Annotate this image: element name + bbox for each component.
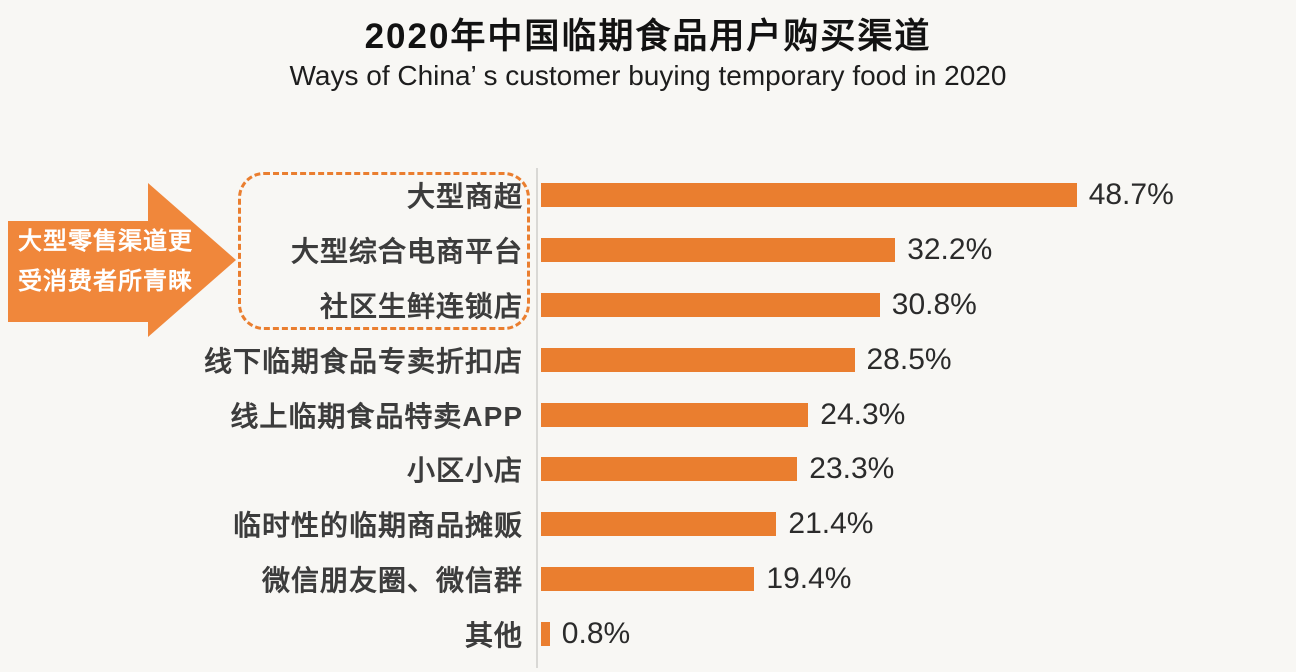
value-label: 23.3% [809,452,895,486]
bar [541,512,777,537]
bar [541,621,550,646]
bar-row: 社区生鲜连锁店 30.8% [0,278,1296,333]
bar [541,238,896,263]
arrow-label: 大型零售渠道更 受消费者所青睐 [18,222,214,302]
arrow-label-line1: 大型零售渠道更 [18,228,193,255]
bar-zone: 30.8% [541,288,977,322]
bar [541,347,855,372]
bar-row: 线上临期食品特卖APP 24.3% [0,387,1296,442]
bar [541,457,798,482]
category-label: 小区小店 [406,455,523,487]
bar [541,566,755,591]
category-label: 社区生鲜连锁店 [319,290,523,322]
bar-row: 微信朋友圈、微信群 19.4% [0,552,1296,607]
value-label: 32.2% [907,233,993,267]
bar-row: 小区小店 23.3% [0,442,1296,497]
arrow-label-line2: 受消费者所青睐 [18,268,193,295]
value-label: 48.7% [1088,178,1174,212]
category-label: 其他 [464,619,523,651]
bar [541,183,1077,208]
category-label: 线下临期食品专卖折扣店 [203,345,523,377]
chart-subtitle: Ways of China’ s customer buying tempora… [289,60,1007,91]
category-label: 大型综合电商平台 [290,236,523,268]
bar-row: 线下临期食品专卖折扣店 28.5% [0,332,1296,387]
bar-zone: 0.8% [541,617,630,651]
bar-zone: 19.4% [541,562,851,596]
category-label: 临时性的临期商品摊贩 [232,510,523,542]
category-label: 大型商超 [406,181,523,213]
bar-zone: 21.4% [541,507,873,541]
value-label: 21.4% [788,507,874,541]
category-label: 微信朋友圈、微信群 [261,564,523,596]
value-label: 30.8% [891,287,977,321]
bar [541,292,880,317]
category-label: 线上临期食品特卖APP [230,400,523,432]
chart-title: 2020年中国临期食品用户购买渠道 [364,17,932,56]
bar-row: 大型综合电商平台 32.2% [0,223,1296,278]
value-label: 0.8% [561,616,631,650]
value-label: 28.5% [866,342,952,376]
bar-row: 临时性的临期商品摊贩 21.4% [0,497,1296,552]
bar-zone: 32.2% [541,233,992,267]
bar-zone: 23.3% [541,452,894,486]
arrow-body [8,221,148,322]
bar [541,402,809,427]
bar-zone: 28.5% [541,343,952,377]
bar-zone: 48.7% [541,178,1174,212]
arrow-right-icon [148,183,236,337]
bar-chart: 大型商超 48.7% 大型综合电商平台 32.2% 社区生鲜连锁店 30.8% … [0,168,1296,661]
y-axis-line [536,168,538,668]
value-label: 19.4% [766,561,852,595]
bar-zone: 24.3% [541,398,905,432]
bar-row: 其他 0.8% [0,606,1296,661]
value-label: 24.3% [820,397,906,431]
highlight-box [238,172,530,330]
bar-row: 大型商超 48.7% [0,168,1296,223]
